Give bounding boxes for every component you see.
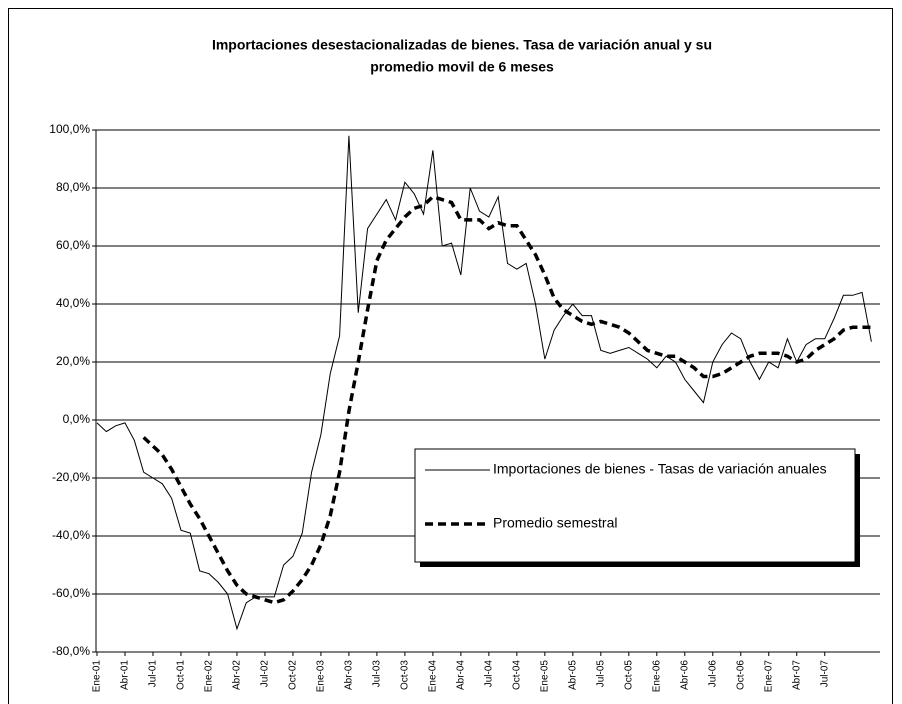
x-tick-label: Oct-05 xyxy=(623,660,634,690)
y-tick-label: -20,0% xyxy=(52,470,90,484)
x-tick-label: Oct-01 xyxy=(176,660,187,690)
x-tick-label: Abr-04 xyxy=(456,660,467,690)
x-tick-label: Jul-06 xyxy=(707,660,718,688)
x-tick-label: Oct-02 xyxy=(288,660,299,690)
x-tick-label: Ene-02 xyxy=(204,660,215,693)
x-tick-label: Abr-06 xyxy=(679,660,690,690)
y-tick-label: -60,0% xyxy=(52,586,90,600)
x-tick-label: Ene-01 xyxy=(92,660,103,693)
legend-label: Importaciones de bienes - Tasas de varia… xyxy=(493,461,827,477)
x-tick-label: Oct-03 xyxy=(400,660,411,690)
x-tick-label: Jul-01 xyxy=(148,660,159,688)
y-tick-label: 60,0% xyxy=(56,238,90,252)
y-tick-label: 80,0% xyxy=(56,180,90,194)
x-tick-label: Abr-03 xyxy=(344,660,355,690)
y-tick-label: 100,0% xyxy=(49,122,90,136)
x-tick-label: Jul-02 xyxy=(260,660,271,688)
x-tick-label: Jul-05 xyxy=(595,660,606,688)
y-tick-label: 40,0% xyxy=(56,296,90,310)
x-tick-label: Abr-02 xyxy=(232,660,243,690)
chart-border xyxy=(8,8,893,704)
x-tick-label: Ene-07 xyxy=(763,660,774,693)
chart-title: promedio movil de 6 meses xyxy=(370,59,554,75)
legend xyxy=(414,448,856,563)
x-tick-label: Oct-04 xyxy=(511,660,522,690)
line-series xyxy=(142,194,872,605)
chart-title: Importaciones desestacionalizadas de bie… xyxy=(212,37,712,53)
x-tick-label: Oct-06 xyxy=(735,660,746,690)
x-tick-label: Ene-06 xyxy=(651,660,662,693)
x-tick-label: Ene-03 xyxy=(316,660,327,693)
y-tick-label: 20,0% xyxy=(56,354,90,368)
legend-label: Promedio semestral xyxy=(493,515,618,531)
y-tick-label: -40,0% xyxy=(52,528,90,542)
y-tick-label: 0,0% xyxy=(63,412,91,426)
x-tick-label: Abr-05 xyxy=(567,660,578,690)
line-series xyxy=(96,135,872,631)
y-tick-label: -80,0% xyxy=(52,644,90,658)
x-tick-label: Abr-01 xyxy=(120,660,131,690)
x-tick-label: Ene-04 xyxy=(428,660,439,693)
x-tick-label: Ene-05 xyxy=(539,660,550,693)
x-tick-label: Jul-03 xyxy=(372,660,383,688)
x-tick-label: Jul-04 xyxy=(484,660,495,688)
x-tick-label: Jul-07 xyxy=(819,660,830,688)
x-tick-label: Abr-07 xyxy=(791,660,802,690)
